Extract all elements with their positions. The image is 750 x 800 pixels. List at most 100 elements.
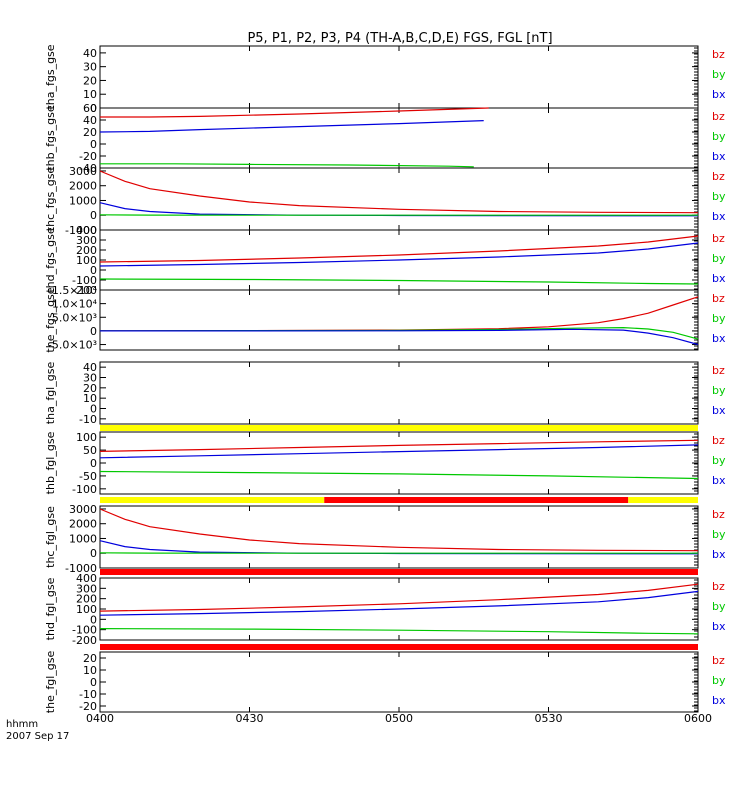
legend-by: by xyxy=(712,68,726,81)
series-bz xyxy=(100,107,489,118)
legend-by: by xyxy=(712,312,726,325)
mode-bar-red xyxy=(100,569,698,575)
legend-by: by xyxy=(712,130,726,143)
ytick-label: -10 xyxy=(79,688,97,701)
ytick-label: -40 xyxy=(79,162,97,175)
series-bx xyxy=(99,444,699,459)
legend-bx: bx xyxy=(712,150,726,163)
ytick-label: 100 xyxy=(76,254,97,267)
ytick-label: 0 xyxy=(90,403,97,416)
ytick-label: 300 xyxy=(76,234,97,247)
series-bz xyxy=(99,439,699,452)
date-label: 2007 Sep 17 xyxy=(6,731,69,742)
legend-bx: bx xyxy=(712,694,726,707)
ytick-label: 0 xyxy=(90,547,97,560)
panel-frame xyxy=(99,45,699,109)
legend-bz: bz xyxy=(712,434,725,447)
ytick-label: 0 xyxy=(90,102,97,115)
legend-bx: bx xyxy=(712,548,726,561)
legend-bx: bx xyxy=(712,88,726,101)
chart-title: P5, P1, P2, P3, P4 (TH-A,B,C,D,E) FGS, F… xyxy=(247,31,552,46)
ytick-label: -50 xyxy=(79,470,97,483)
xtick-label: 0530 xyxy=(535,712,563,725)
series-by xyxy=(100,163,474,168)
ytick-label: 400 xyxy=(76,224,97,237)
ytick-label: 50 xyxy=(83,444,97,457)
ytick-label: 2000 xyxy=(69,180,97,193)
legend-bz: bz xyxy=(712,48,725,61)
legend-bz: bz xyxy=(712,508,725,521)
legend-bx: bx xyxy=(712,474,726,487)
legend-bz: bz xyxy=(712,364,725,377)
legend-bz: bz xyxy=(712,110,725,123)
panel-the_fgs_gse: -5.0×10³05.0×10³1.0×10⁴1.5×10⁴the_fgs_gs… xyxy=(44,284,726,353)
series-bx xyxy=(100,328,699,346)
legend-by: by xyxy=(712,528,726,541)
series-bz xyxy=(99,170,699,214)
ytick-label: 60 xyxy=(83,102,97,115)
ytick-label: 40 xyxy=(83,47,97,60)
ytick-label: -200 xyxy=(72,634,97,647)
legend-bz: bz xyxy=(712,292,725,305)
ytick-label: -10 xyxy=(79,413,97,426)
mode-bar-yellow xyxy=(628,497,698,503)
legend-by: by xyxy=(712,454,726,467)
series-by xyxy=(99,278,699,285)
ytick-label: 10 xyxy=(83,392,97,405)
series-bz xyxy=(99,235,699,263)
time-axis: 0400 0430 0500 0530 0600 xyxy=(86,712,712,725)
ytick-label: 1.0×10⁴ xyxy=(52,298,98,311)
legend-bx: bx xyxy=(712,272,726,285)
ytick-label: 2000 xyxy=(69,518,97,531)
legend-bz: bz xyxy=(712,232,725,245)
ytick-label: 30 xyxy=(83,61,97,74)
ytick-label: -20 xyxy=(79,150,97,163)
panel-frame xyxy=(99,361,699,425)
time-axis-label: hhmm xyxy=(6,719,38,730)
series-bx xyxy=(99,242,699,267)
ytick-label: -20 xyxy=(79,700,97,713)
series-bz xyxy=(99,508,699,552)
ylabel: thd_fgl_gse xyxy=(44,577,57,640)
panel-frame xyxy=(99,651,699,713)
xtick-label: 0600 xyxy=(684,712,712,725)
xtick-label: 0500 xyxy=(385,712,413,725)
mode-bar-yellow xyxy=(100,497,325,503)
ytick-label: -1000 xyxy=(65,224,97,237)
ytick-label: 400 xyxy=(76,572,97,585)
ytick-label: 10 xyxy=(83,88,97,101)
ytick-label: 200 xyxy=(76,593,97,606)
ylabel: thd_fgs_gse xyxy=(44,227,57,293)
legend-bx: bx xyxy=(712,404,726,417)
ylabel: tha_fgs_gse xyxy=(44,44,57,109)
series-by xyxy=(99,627,699,635)
ytick-label: 0 xyxy=(90,613,97,626)
ytick-label: 10 xyxy=(83,664,97,677)
legend-by: by xyxy=(712,674,726,687)
series-bx xyxy=(99,590,699,616)
ytick-label: -200 xyxy=(72,284,97,297)
ytick-label: 200 xyxy=(76,244,97,257)
ylabel: thc_fgs_gse xyxy=(44,167,57,232)
ytick-label: 0 xyxy=(90,264,97,277)
ytick-label: 0 xyxy=(90,457,97,470)
ytick-label: 3000 xyxy=(69,165,97,178)
ytick-label: 0 xyxy=(90,325,97,338)
ytick-label: 20 xyxy=(83,652,97,665)
series-bx xyxy=(99,120,484,133)
ytick-label: 0 xyxy=(90,209,97,222)
ylabel: thc_fgl_gse xyxy=(44,506,57,568)
series-bz xyxy=(99,583,699,612)
ytick-label: -100 xyxy=(72,274,97,287)
ytick-label: -1000 xyxy=(65,562,97,575)
panel-frame xyxy=(99,289,699,351)
ytick-label: 30 xyxy=(83,372,97,385)
ytick-label: -100 xyxy=(72,624,97,637)
panel-frame xyxy=(99,167,699,231)
